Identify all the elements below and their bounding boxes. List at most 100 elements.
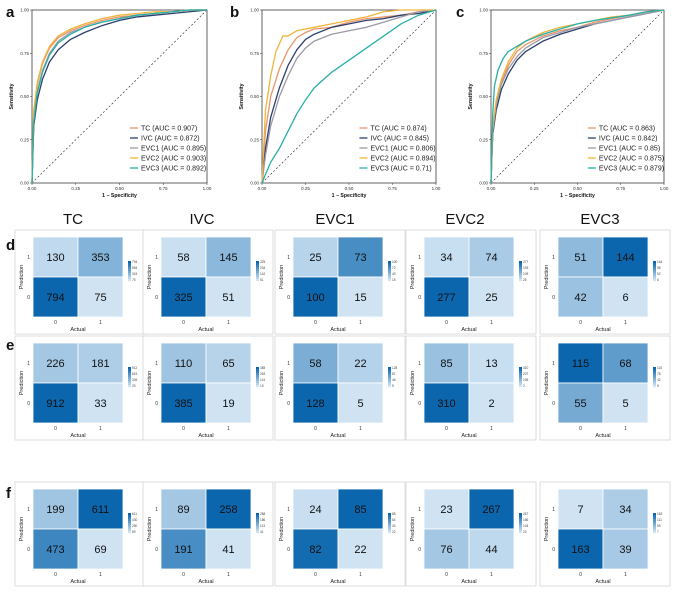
roc-curve-evc3 xyxy=(261,9,437,184)
y-tick-label: 0 xyxy=(552,295,555,301)
colorbar-segment xyxy=(128,271,131,274)
matrix-cell-value: 611 xyxy=(92,504,110,516)
colorbar-segment xyxy=(519,273,522,276)
matrix-cell xyxy=(337,236,384,278)
confusion-matrix-f-evc2: 23 267 76 44 0 1 1 0 Actual Prediction 267 186 104 23 xyxy=(405,481,537,587)
colorbar-tick-label: 619 xyxy=(132,372,138,376)
x-tick-label: 1 xyxy=(490,572,493,578)
colorbar-tick-label: 186 xyxy=(523,518,529,522)
matrix-cell xyxy=(602,276,649,318)
x-axis-title: Actual xyxy=(595,433,610,439)
colorbar-segment xyxy=(519,515,522,518)
colorbar-tick-label: 100 xyxy=(392,260,398,264)
colorbar-segment xyxy=(519,263,522,266)
matrix-cell-value: 24 xyxy=(309,504,321,516)
legend-label-tc: TC (AUC = 0.907) xyxy=(141,125,197,132)
x-tick-label: 0 xyxy=(445,320,448,326)
roc-curve-ivc xyxy=(31,9,208,184)
colorbar-segment xyxy=(256,273,259,276)
colorbar-segment xyxy=(519,265,522,268)
colorbar-tick-label: 315 xyxy=(132,272,138,276)
colorbar-tick-label: 22 xyxy=(392,530,396,534)
matrix-cell-value: 199 xyxy=(46,504,64,516)
x-tick-label: 0 xyxy=(54,426,57,432)
matrix-cell-value: 15 xyxy=(354,292,366,304)
confusion-matrix-e-tc: 226 181 912 33 0 1 1 0 Actual Prediction 912 619 326… xyxy=(14,335,146,441)
x-tick-label: 0 xyxy=(579,572,582,578)
x-axis-title: Actual xyxy=(461,433,476,439)
colorbar-segment xyxy=(256,269,259,272)
confusion-matrix-d-ivc: 58 145 325 51 0 1 1 0 Actual Prediction 325 234 142 5… xyxy=(142,229,274,335)
matrix-cell xyxy=(292,276,339,318)
y-tick-label: 0.50 xyxy=(20,94,29,99)
matrix-cell xyxy=(468,488,515,530)
x-tick-label: 0.75 xyxy=(616,186,625,191)
matrix-cell xyxy=(77,276,124,318)
confusion-matrix-f-tc: 199 611 473 69 0 1 1 0 Actual Prediction 611 430 250… xyxy=(14,481,146,587)
x-axis-title: Actual xyxy=(595,327,610,333)
colorbar-segment xyxy=(519,517,522,520)
colorbar-segment xyxy=(519,369,522,372)
colorbar-segment xyxy=(653,525,656,528)
colorbar-segment xyxy=(256,373,259,376)
colorbar-segment xyxy=(653,531,656,534)
matrix-cell-value: 23 xyxy=(440,504,452,516)
legend-label-ivc: IVC (AUC = 0.845) xyxy=(370,135,429,142)
colorbar-tick-label: 105 xyxy=(523,378,529,382)
panel-label-e: e xyxy=(6,337,14,354)
x-tick-label: 0.75 xyxy=(159,186,168,191)
y-axis-title: Prediction xyxy=(19,371,25,395)
colorbar-segment xyxy=(256,265,259,268)
x-tick-label: 0.25 xyxy=(301,186,310,191)
colorbar-segment xyxy=(653,523,656,526)
colorbar-tick-label: 113 xyxy=(260,524,265,528)
matrix-cell-value: 51 xyxy=(222,292,234,304)
x-tick-label: 0.25 xyxy=(71,186,80,191)
colorbar-segment xyxy=(128,367,131,370)
colorbar-segment xyxy=(256,521,259,524)
matrix-cell-value: 473 xyxy=(46,544,64,556)
matrix-cell xyxy=(468,382,515,424)
matrix-cell-value: 44 xyxy=(485,544,497,556)
y-tick-label: 0.50 xyxy=(479,94,488,99)
colorbar-segment xyxy=(128,275,131,278)
matrix-cell-value: 51 xyxy=(574,252,586,264)
colorbar-segment xyxy=(256,523,259,526)
colorbar-segment xyxy=(256,277,259,280)
colorbar-segment xyxy=(128,523,131,526)
colorbar-tick-label: 267 xyxy=(523,512,529,516)
x-tick-label: 0 xyxy=(182,320,185,326)
colorbar-segment xyxy=(388,521,391,524)
matrix-cell-value: 277 xyxy=(437,292,455,304)
y-tick-label: 1 xyxy=(155,361,158,367)
colorbar-segment xyxy=(388,275,391,278)
matrix-cell-value: 130 xyxy=(46,252,64,264)
matrix-cell-value: 6 xyxy=(622,292,628,304)
colorbar-segment xyxy=(519,267,522,270)
roc-curve-evc3 xyxy=(490,9,665,184)
colorbar-segment xyxy=(388,525,391,528)
y-tick-label: 0 xyxy=(418,547,421,553)
y-axis-title: Prediction xyxy=(147,517,153,541)
roc-panel-a: 0.000.00 0.25 0.25 0.50 0.50 0.75 0.75 1.00 1.00… xyxy=(9,8,212,199)
legend-label-evc1: EVC1 (AUC = 0.895) xyxy=(141,145,206,152)
colorbar-segment xyxy=(519,519,522,522)
x-tick-label: 1 xyxy=(99,426,102,432)
colorbar-tick-label: 6 xyxy=(657,278,659,282)
confusion-matrix-e-evc1: 58 22 128 5 0 1 1 0 Actual Prediction 128 87 46 5 xyxy=(274,335,406,441)
legend-label-evc1: EVC1 (AUC = 0.85) xyxy=(599,145,660,152)
x-axis-title: 1 − Specificity xyxy=(332,193,367,199)
matrix-cell-value: 145 xyxy=(219,252,237,264)
x-tick-label: 0 xyxy=(314,320,317,326)
colorbar-segment xyxy=(256,371,259,374)
colorbar-tick-label: 258 xyxy=(260,512,266,516)
y-axis-title: Prediction xyxy=(279,371,285,395)
colorbar-segment xyxy=(653,381,656,384)
panel-label-d: d xyxy=(6,237,15,254)
matrix-cell xyxy=(205,528,252,570)
matrix-cell-value: 55 xyxy=(574,398,586,410)
y-tick-label: 1.00 xyxy=(250,8,259,13)
